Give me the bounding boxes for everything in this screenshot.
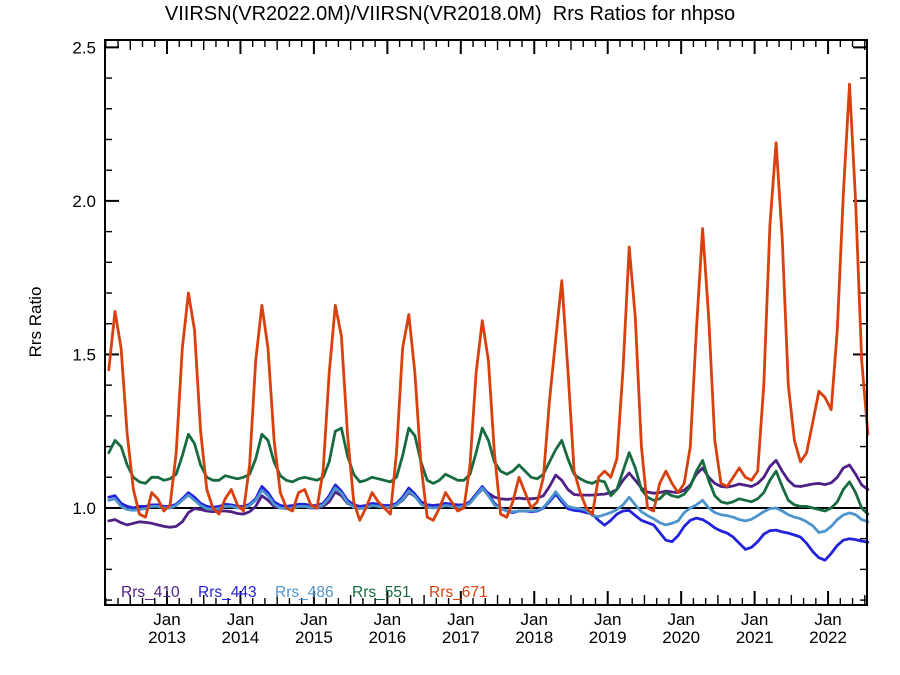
x-tick-label-month: Jan: [741, 610, 768, 629]
x-tick-label-year: 2013: [148, 628, 186, 647]
x-tick-label-month: Jan: [594, 610, 621, 629]
y-tick-label: 2.0: [72, 192, 96, 211]
series-line-Rrs_671: [107, 82, 870, 522]
x-tick-label-month: Jan: [814, 610, 841, 629]
x-tick-label-year: 2015: [295, 628, 333, 647]
x-tick-label-year: 2022: [809, 628, 847, 647]
chart-title: VIIRSN(VR2022.0M)/VIIRSN(VR2018.0M) Rrs …: [164, 3, 736, 25]
legend-item-Rrs_671: Rrs_671: [429, 584, 488, 601]
x-tick-label-month: Jan: [667, 610, 694, 629]
series-line-Rrs_486: [107, 486, 870, 534]
series-line-Rrs_551: [107, 426, 870, 516]
x-tick-label-year: 2019: [589, 628, 627, 647]
legend-item-Rrs_486: Rrs_486: [275, 584, 334, 601]
x-tick-label-year: 2021: [736, 628, 774, 647]
y-tick-label: 1.5: [72, 345, 96, 364]
x-tick-label-month: Jan: [521, 610, 548, 629]
x-tick-label-year: 2018: [515, 628, 553, 647]
legend-item-Rrs_443: Rrs_443: [198, 584, 257, 601]
x-tick-label-year: 2017: [442, 628, 480, 647]
x-tick-label-month: Jan: [374, 610, 401, 629]
x-tick-label-month: Jan: [227, 610, 254, 629]
plot-frame: [104, 39, 868, 606]
y-tick-label: 2.5: [72, 38, 96, 57]
x-tick-label-year: 2020: [662, 628, 700, 647]
x-tick-label-month: Jan: [447, 610, 474, 629]
y-tick-label: 1.0: [72, 499, 96, 518]
x-tick-label-month: Jan: [153, 610, 180, 629]
x-tick-label-year: 2016: [368, 628, 406, 647]
legend-item-Rrs_410: Rrs_410: [121, 584, 180, 601]
legend-item-Rrs_551: Rrs_551: [352, 584, 411, 601]
x-tick-label-month: Jan: [300, 610, 327, 629]
x-tick-label-year: 2014: [222, 628, 260, 647]
